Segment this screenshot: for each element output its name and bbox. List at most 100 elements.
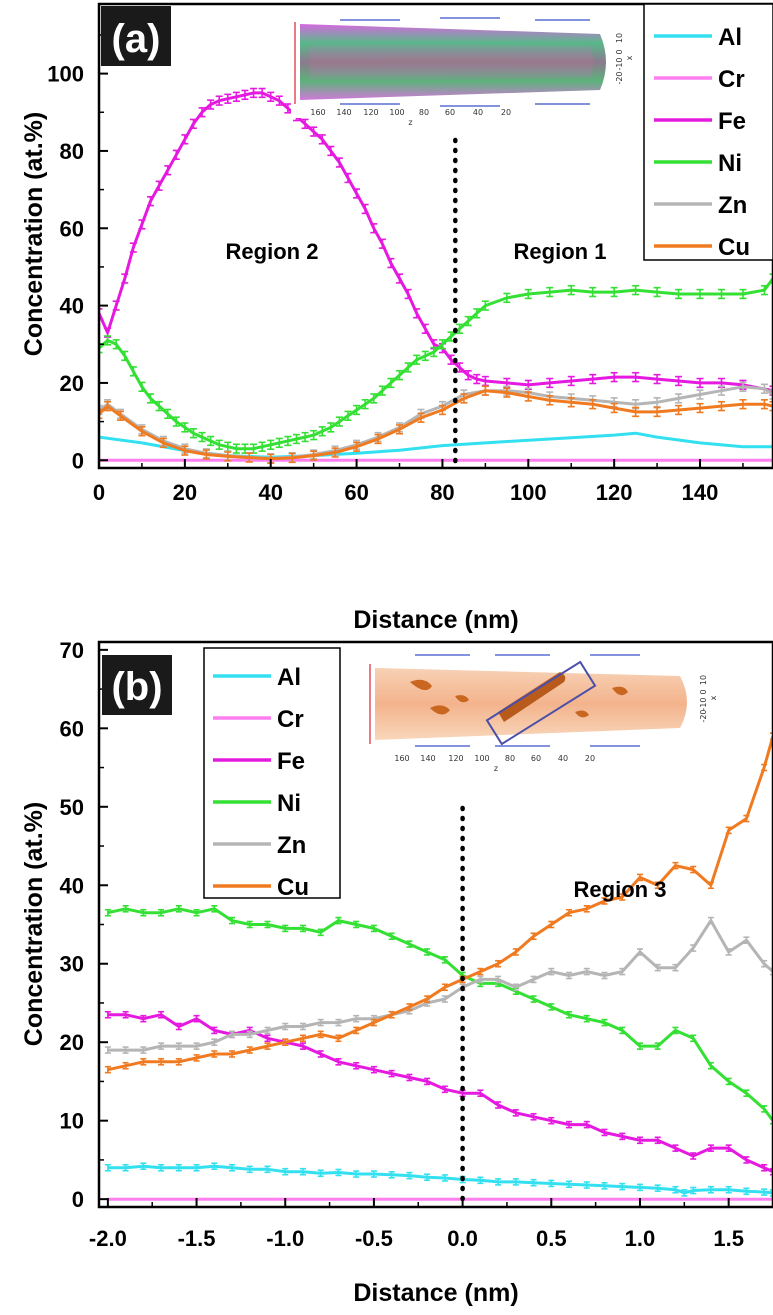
y-tick-label: 20 [60,371,84,396]
inset-x-tick-label: 100 [389,108,404,117]
y-tick-label: 60 [60,216,84,241]
inset-x-tick-label: 40 [558,754,568,763]
inset-y-tick-label: -10 [615,57,624,70]
legend-label: Ni [277,790,301,817]
inset-x-tick-label: 80 [419,108,429,117]
inset-x-tick-label: 60 [531,754,541,763]
panel-b-x-axis-title: Distance (nm) [353,1279,518,1307]
series-zn [99,381,773,464]
x-tick-label: -1.5 [178,1226,216,1251]
panel-a-y-axis-title: Concentration (at.%) [20,112,48,356]
legend-label: Al [718,24,742,51]
series-cu [99,385,773,464]
legend-label: Ni [718,150,742,177]
x-tick-label: 0.5 [536,1226,567,1251]
x-tick-label: 0 [93,480,105,505]
inset-y-tick-label: -10 [699,697,708,710]
legend-label: Cu [277,874,309,901]
inset-y-tick-label: 0 [615,49,624,54]
panel-b-region-3-label: Region 3 [574,877,667,902]
series-line-cu [99,389,773,461]
x-tick-label: 80 [430,480,454,505]
panel-a-frame [97,2,773,470]
legend-entry-zn: Zn [654,192,747,219]
inset-x-tick-label: 140 [420,754,435,763]
legend-entry-cu: Cu [213,874,309,901]
series-line-zn [99,385,773,460]
inset-x-tick-label: 40 [473,108,483,117]
legend-entry-ni: Ni [654,150,742,177]
legend-label: Fe [718,108,746,135]
panel-b-legend: Al Cr Fe Ni Zn Cu [203,647,341,901]
series-al [104,1162,773,1197]
y-tick-label: 40 [60,873,84,898]
x-tick-label: -2.0 [89,1226,127,1251]
panel-a-region-1-label: Region 1 [514,239,607,264]
series-line-fe [107,1013,773,1174]
panel-a-x-axis-title: Distance (nm) [353,606,518,634]
series-ni [104,905,773,1125]
x-tick-label: 1.5 [713,1226,744,1251]
panel-b-label: (b) [111,665,162,709]
series-line-ni [99,277,773,451]
x-tick-label: 100 [510,480,547,505]
panel-a-label: (a) [112,17,161,61]
legend-entry-al: Al [654,24,742,51]
y-tick-label: 20 [60,1030,84,1055]
y-tick-label: 40 [60,294,84,319]
y-tick-label: 10 [60,1109,84,1134]
legend-entry-fe: Fe [213,748,305,775]
inset-x-tick-label: 80 [505,754,515,763]
inset-x-tick-label: 120 [448,754,463,763]
y-tick-label: 60 [60,716,84,741]
inset-x-tick-label: 120 [363,108,378,117]
series-cu [104,732,773,1074]
y-tick-label: 50 [60,795,84,820]
x-tick-label: -1.0 [266,1226,304,1251]
x-tick-label: 120 [596,480,633,505]
inset-x-axis-label: z [408,118,412,127]
y-tick-label: 30 [60,952,84,977]
y-tick-label: 0 [72,1187,84,1212]
legend-entry-ni: Ni [213,790,301,817]
inset-y-tick-label: 0 [699,689,708,694]
legend-entry-cu: Cu [654,234,750,261]
legend-label: Cr [718,66,745,93]
panel-a-region-2-label: Region 2 [226,239,319,264]
legend-label: Fe [277,748,305,775]
inset-x-tick-label: 20 [585,754,595,763]
legend-label: Zn [277,832,306,859]
inset-y-axis-label: x [625,55,634,60]
inset-y-tick-label: -20 [615,71,624,84]
x-tick-label: 60 [344,480,368,505]
legend-entry-fe: Fe [654,108,746,135]
inset-x-tick-label: 100 [474,754,489,763]
inset-y-axis-label: x [709,695,718,700]
x-tick-label: 1.0 [625,1226,656,1251]
legend-entry-zn: Zn [213,832,306,859]
inset-x-tick-label: 140 [336,108,351,117]
x-tick-label: 40 [258,480,282,505]
legend-entry-cr: Cr [654,66,745,93]
inset-x-tick-label: 60 [445,108,455,117]
legend-label: Zn [718,192,747,219]
inset-x-tick-label: 160 [310,108,325,117]
inset-y-tick-label: 10 [615,33,624,43]
series-ni [99,273,773,454]
x-tick-label: 20 [173,480,197,505]
inset-x-tick-label: 160 [394,754,409,763]
x-tick-label: -0.5 [355,1226,393,1251]
panel-a-series [99,87,773,464]
panel-b-series [104,732,773,1201]
series-zn [104,916,773,1054]
legend-entry-al: Al [213,664,301,691]
panel-a-legend: Al Cr Fe Ni Zn Cu [643,3,773,261]
y-tick-label: 0 [72,448,84,473]
series-fe [104,1010,773,1176]
legend-label: Cr [277,706,304,733]
y-tick-label: 80 [60,139,84,164]
x-tick-label: 140 [682,480,719,505]
